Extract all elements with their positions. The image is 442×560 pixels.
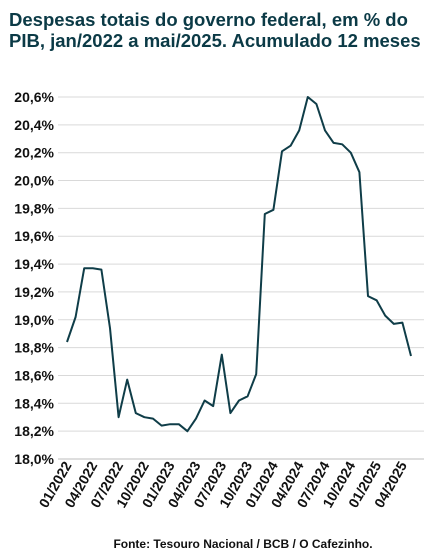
y-tick-label: 20,4% [14,117,54,133]
y-tick-label: 18,6% [14,367,54,383]
y-tick-label: 20,2% [14,145,54,161]
y-tick-label: 19,8% [14,200,54,216]
source-note: Fonte: Tesouro Nacional / BCB / O Cafezi… [113,537,373,551]
y-tick-label: 18,0% [14,451,54,467]
series-line-layer [66,96,412,433]
gridlines [58,96,424,460]
y-axis-ticks: 18,0% 18,2% 18,4% 18,6% 18,8% 19,0% 19,2% 19,4%… [14,89,54,467]
series-line [66,96,412,433]
y-tick-label: 18,2% [14,423,54,439]
y-tick-label: 18,4% [14,395,54,411]
y-tick-label: 19,4% [14,256,54,272]
y-tick-label: 20,0% [14,173,54,189]
source-note-wrap: Fonte: Tesouro Nacional / BCB / O Cafezi… [0,537,442,551]
y-tick-label: 19,2% [14,284,54,300]
chart-title: Despesas totais do governo federal, em %… [9,9,421,51]
y-tick-label: 20,6% [14,89,54,105]
y-tick-label: 19,6% [14,228,54,244]
x-axis-ticks: 01/202204/202207/202210/202201/202304/20… [35,458,410,510]
y-tick-label: 18,8% [14,340,54,356]
y-tick-label: 19,0% [14,312,54,328]
